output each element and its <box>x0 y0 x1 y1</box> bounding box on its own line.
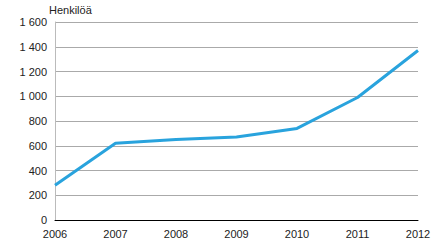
svg-text:2009: 2009 <box>224 228 248 240</box>
svg-text:1 400: 1 400 <box>19 41 47 53</box>
svg-text:2012: 2012 <box>406 228 430 240</box>
svg-text:2007: 2007 <box>103 228 127 240</box>
svg-text:1 600: 1 600 <box>19 16 47 28</box>
svg-text:0: 0 <box>41 214 47 226</box>
svg-text:1 200: 1 200 <box>19 66 47 78</box>
svg-text:1 000: 1 000 <box>19 90 47 102</box>
svg-text:600: 600 <box>29 140 47 152</box>
svg-text:800: 800 <box>29 115 47 127</box>
svg-text:2008: 2008 <box>164 228 188 240</box>
svg-text:2011: 2011 <box>346 228 370 240</box>
svg-text:200: 200 <box>29 189 47 201</box>
svg-text:2010: 2010 <box>285 228 309 240</box>
svg-text:2006: 2006 <box>43 228 67 240</box>
svg-text:Henkilöä: Henkilöä <box>49 4 93 16</box>
svg-text:400: 400 <box>29 165 47 177</box>
